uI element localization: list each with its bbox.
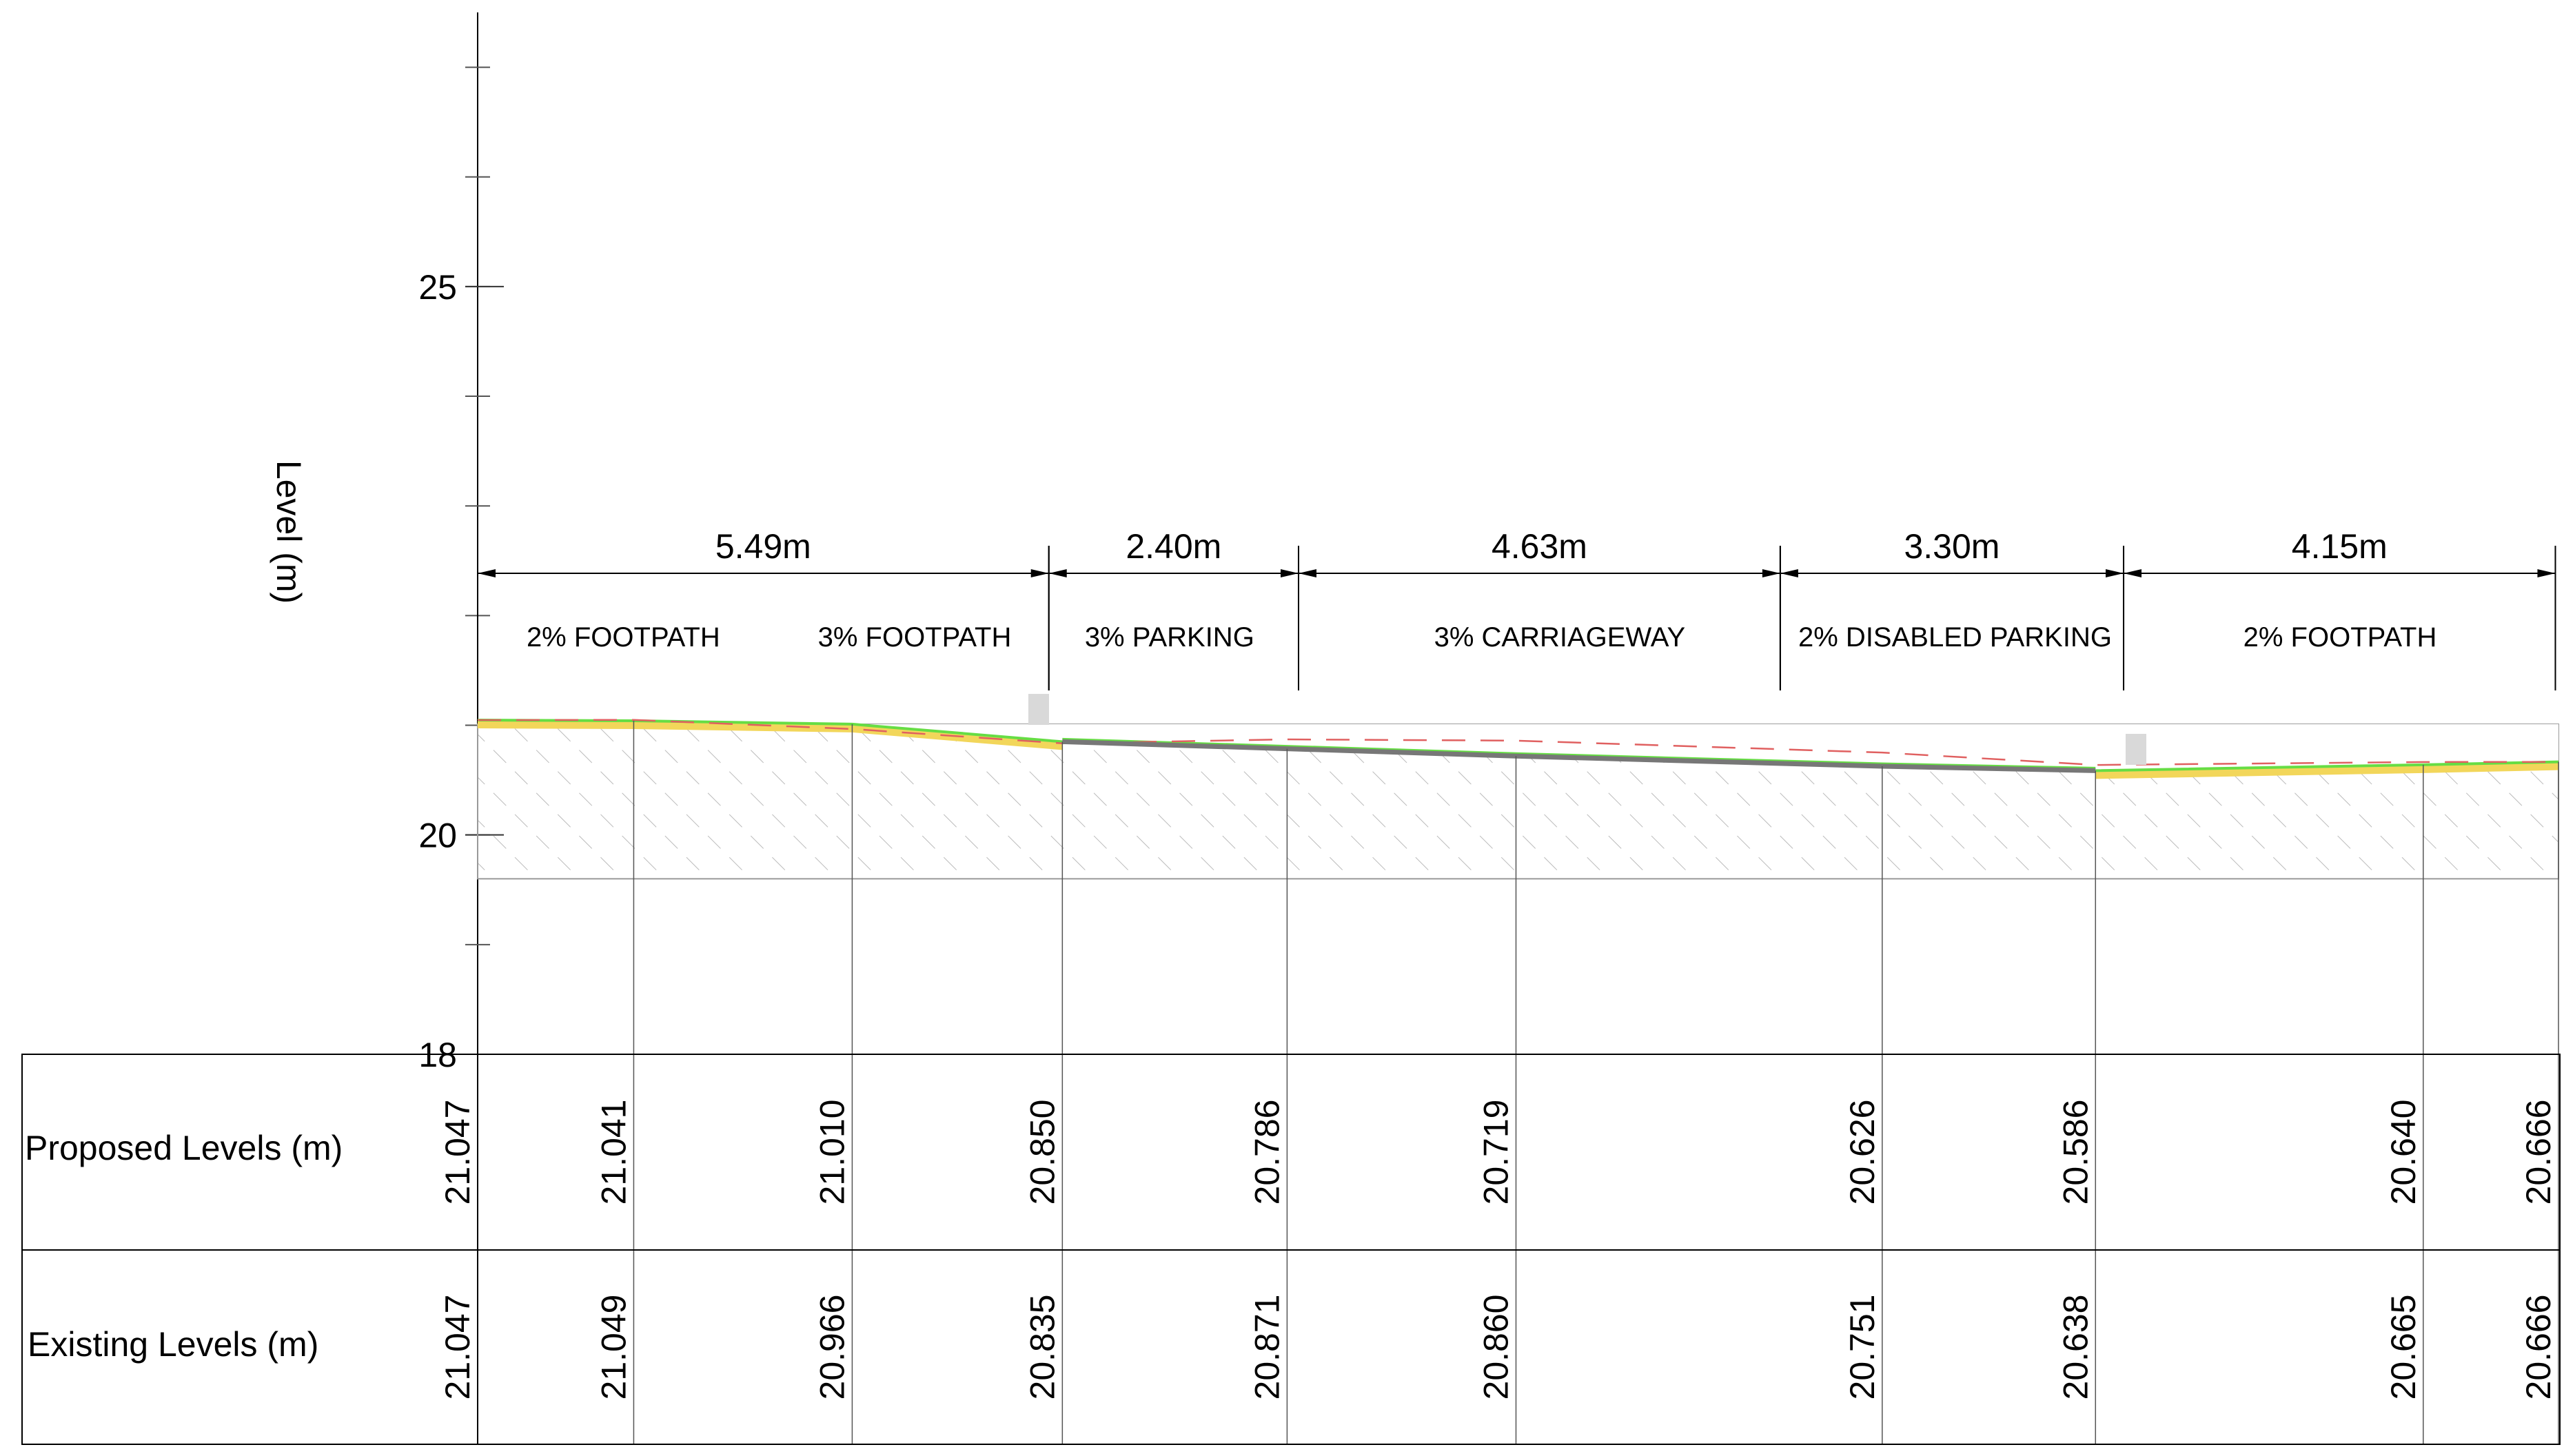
zone-label: 3% PARKING [1085,622,1254,653]
existing-level-value: 20.871 [1248,1295,1286,1400]
station-lines [633,721,2559,1444]
proposed-level-value: 20.719 [1476,1100,1515,1205]
dimension-label: 3.30m [1904,527,2000,566]
proposed-level-value: 20.786 [1248,1100,1286,1205]
proposed-level-value: 21.010 [813,1100,851,1205]
existing-level-value: 20.666 [2519,1295,2558,1400]
surface-mask [478,720,2558,771]
zone-label: 2% DISABLED PARKING [1798,622,2112,653]
proposed-level-value: 20.626 [1843,1100,1882,1205]
existing-ground-line [477,719,2559,766]
existing-level-value: 20.751 [1843,1295,1882,1400]
ground-section [477,694,2559,880]
zone-label: 2% FOOTPATH [527,622,720,653]
dimension-arrow [1280,569,1299,577]
proposed-level-value: 21.047 [438,1100,477,1205]
footpath-band-left [478,720,1063,750]
existing-level-value: 20.966 [813,1295,851,1400]
dimension-label: 2.40m [1126,527,1221,566]
proposed-levels-label: Proposed Levels (m) [25,1129,343,1167]
dimension-arrow [2124,569,2142,577]
levels-table: Proposed Levels (m) Existing Levels (m) … [21,1054,2561,1445]
dimension-arrow [478,569,496,577]
y-axis-tick-label: 20 [418,817,457,855]
dimension-arrow [2106,569,2124,577]
dimension-arrow [1030,569,1049,577]
dimension-label: 4.15m [2292,527,2388,566]
zone-label: 3% FOOTPATH [818,622,1012,653]
dimension-arrow [1048,569,1067,577]
existing-level-value: 21.049 [594,1295,633,1400]
zone-label: 2% FOOTPATH [2244,622,2437,653]
proposed-level-value: 20.666 [2519,1100,2558,1205]
footpath-band-right [2095,761,2558,779]
kerb-left [1028,694,1049,725]
proposed-level-value: 20.640 [2384,1100,2423,1205]
existing-levels-row: 21.047 21.049 20.966 20.835 20.871 20.860 20.7… [438,1295,2558,1400]
dimension-label: 5.49m [715,527,811,566]
dimension-arrow [1298,569,1316,577]
existing-level-value: 20.638 [2056,1295,2095,1400]
existing-level-value: 20.835 [1023,1295,1061,1400]
kerb-right [2126,734,2146,765]
dimension-arrow [1780,569,1798,577]
existing-level-value: 20.665 [2384,1295,2423,1400]
proposed-level-value: 20.850 [1023,1100,1061,1205]
dimension-strings: 5.49m 2.40m 4.63m 3.30m 4.15m [477,527,2556,690]
existing-level-value: 20.860 [1476,1295,1515,1400]
dimension-label: 4.63m [1492,527,1587,566]
proposed-surface-edge [1062,737,2096,769]
zone-labels: 2% FOOTPATH 3% FOOTPATH 3% PARKING 3% CARRI… [527,622,2436,653]
proposed-levels-row: 21.047 21.041 21.010 20.850 20.786 20.719 20.6… [438,1100,2558,1205]
y-axis-tick-label: 25 [418,268,457,307]
proposed-level-value: 21.041 [594,1100,633,1205]
zone-label: 3% CARRIAGEWAY [1434,622,1686,653]
existing-level-value: 21.047 [438,1295,477,1400]
dimension-arrow [1762,569,1780,577]
dimension-arrow [2537,569,2556,577]
proposed-level-value: 20.586 [2056,1100,2095,1205]
existing-levels-label: Existing Levels (m) [28,1325,318,1364]
surface-layers [477,719,2559,779]
y-axis-label: Level (m) [269,460,308,604]
